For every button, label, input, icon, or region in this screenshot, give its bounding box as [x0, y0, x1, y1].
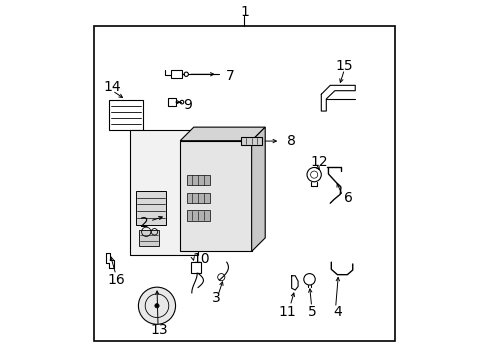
Polygon shape [180, 127, 264, 141]
Text: 9: 9 [183, 98, 191, 112]
Text: 3: 3 [211, 291, 220, 305]
Bar [241, 137, 262, 145]
Bar [135, 191, 165, 225]
Circle shape [138, 287, 175, 324]
Bar [171, 70, 182, 78]
Bar [139, 230, 159, 246]
Text: 14: 14 [103, 80, 121, 94]
Text: 11: 11 [278, 305, 296, 319]
Bar [186, 193, 209, 203]
Text: 4: 4 [332, 305, 341, 319]
Bar [167, 98, 175, 106]
Bar [180, 141, 251, 251]
Text: 2: 2 [140, 216, 148, 230]
Text: 1: 1 [240, 5, 248, 19]
Text: 13: 13 [150, 323, 167, 337]
Text: 12: 12 [310, 155, 327, 169]
Text: 7: 7 [225, 69, 234, 84]
Bar [108, 100, 142, 130]
Bar [186, 210, 209, 221]
Text: 5: 5 [307, 305, 316, 319]
Text: 16: 16 [107, 273, 124, 287]
Text: 10: 10 [192, 252, 210, 266]
Bar [186, 175, 209, 185]
Polygon shape [251, 127, 264, 251]
Text: 6: 6 [343, 191, 352, 205]
Text: 8: 8 [286, 134, 295, 148]
Circle shape [155, 303, 159, 308]
Polygon shape [130, 130, 198, 255]
Bar [191, 262, 201, 273]
Text: 15: 15 [335, 59, 353, 73]
Bar [94, 26, 394, 341]
